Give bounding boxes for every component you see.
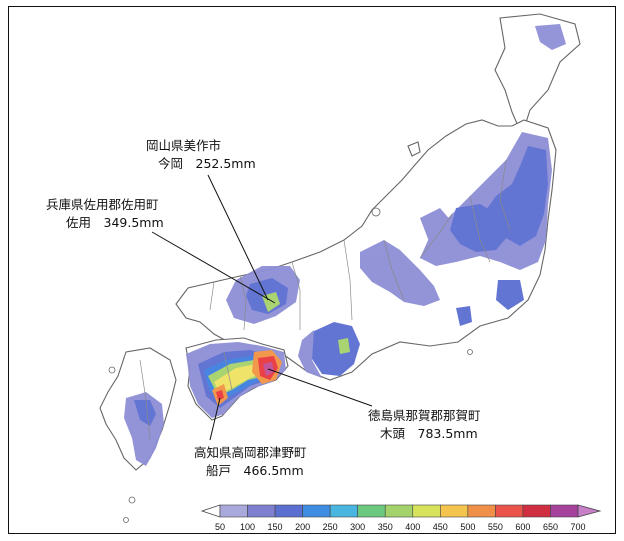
leader-tokushima (267, 368, 373, 407)
rain-kii-light (298, 330, 322, 378)
leader-okayama (207, 174, 269, 301)
rain-chubu-light-2 (420, 208, 452, 244)
legend-tick-label: 250 (323, 522, 338, 532)
rain-shading (124, 24, 566, 466)
prefecture-borders (139, 159, 511, 441)
legend-tick-label: 350 (378, 522, 393, 532)
island-1 (371, 207, 381, 217)
rain-kyushu-mid (134, 400, 156, 426)
rain-chubu-light (360, 240, 440, 306)
legend-tick-label: 600 (515, 522, 530, 532)
rain-kii-mid (310, 322, 360, 376)
island-5 (467, 349, 473, 355)
island-2 (108, 366, 116, 374)
legend-cell (219, 504, 248, 518)
kochi-line2: 船戸 466.5mm (206, 463, 304, 478)
legend-cell (329, 504, 358, 518)
legend-cell (550, 504, 579, 518)
legend-cell (357, 504, 386, 518)
legend-tick-label: 550 (488, 522, 503, 532)
okayama-line2: 今岡 252.5mm (158, 156, 256, 171)
legend-cell (247, 504, 276, 518)
rain-hokkaido-east (535, 24, 566, 50)
legend-cells (219, 504, 579, 518)
legend-cell (522, 504, 551, 518)
rain-boso (496, 280, 524, 310)
legend-ticks: 50 100 150 200 250 300 350 400 450 500 550 600 650 70… (215, 522, 586, 532)
legend-cell (412, 504, 441, 518)
legend-cell (384, 504, 414, 518)
island-3 (128, 496, 136, 504)
legend-tick-label: 400 (405, 522, 420, 532)
legend-cell (274, 504, 303, 518)
tokushima-line1: 徳島県那賀郡那賀町 (368, 408, 481, 423)
legend-tick-label: 300 (350, 522, 365, 532)
kochi-line1: 高知県高岡郡津野町 (194, 445, 307, 460)
islands (108, 207, 473, 523)
legend-cell (495, 504, 524, 518)
legend-left-arrow (200, 504, 221, 518)
tokushima-line2: 木頭 783.5mm (380, 426, 478, 441)
legend-tick-label: 450 (433, 522, 448, 532)
land-sado (407, 141, 421, 157)
legend-cell (467, 504, 496, 518)
hyogo-line1: 兵庫県佐用郡佐用町 (46, 197, 159, 212)
okayama-line1: 岡山県美作市 (146, 138, 221, 153)
legend-cell (440, 504, 469, 518)
rain-shikoku-yellow (214, 364, 264, 394)
hyogo-line2: 佐用 349.5mm (66, 215, 164, 230)
legend-cell (302, 504, 331, 518)
legend-tick-label: 650 (543, 522, 558, 532)
legend-tick-label: 500 (460, 522, 475, 532)
island-4 (123, 517, 129, 523)
rain-izu (456, 306, 472, 326)
rain-kii-green (338, 338, 350, 354)
leader-kochi (209, 397, 221, 441)
rain-kochi-red (216, 390, 224, 400)
leader-hyogo (151, 231, 276, 304)
leader-lines (151, 174, 373, 441)
legend-right-arrow (577, 504, 602, 518)
legend-tick-label: 150 (268, 522, 283, 532)
legend-tick-label: 100 (240, 522, 255, 532)
legend-tick-label: 700 (570, 522, 585, 532)
rain-kanto-mid (450, 204, 508, 252)
legend-tick-label: 50 (215, 522, 225, 532)
legend: 50 100 150 200 250 300 350 400 450 500 550 600 650 70… (200, 504, 602, 532)
annotation-labels: 岡山県美作市 今岡 252.5mm 兵庫県佐用郡佐用町 佐用 349.5mm 徳… (46, 138, 481, 478)
legend-tick-label: 200 (295, 522, 310, 532)
